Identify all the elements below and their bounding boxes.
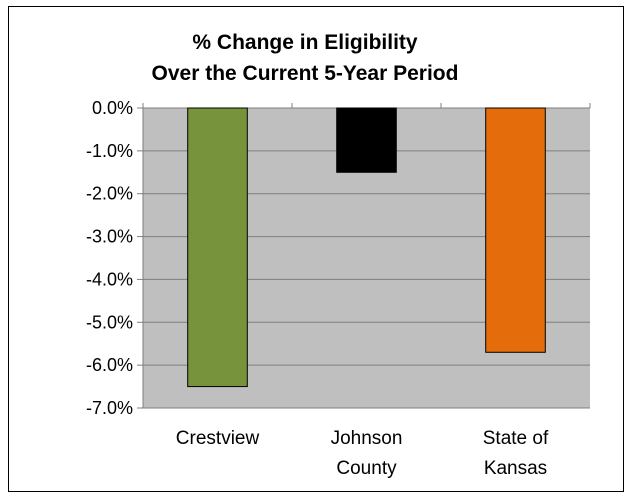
- bar: [187, 107, 248, 388]
- x-axis-category-labels: Crestview Johnson County State of Kansas: [176, 428, 549, 479]
- y-tick-label: -5.0%: [86, 312, 133, 332]
- chart-title-line-1: % Change in Eligibility: [192, 31, 418, 54]
- bar-chart: % Change in Eligibility Over the Current…: [86, 31, 591, 479]
- bar: [485, 107, 546, 353]
- bars: [187, 107, 546, 388]
- y-axis-tick-labels: 0.0% -1.0% -2.0% -3.0% -4.0% -5.0% -6.0% -7.0%: [86, 98, 133, 418]
- chart-frame: % Change in Eligibility Over the Current…: [8, 6, 624, 492]
- y-tick-label: -6.0%: [86, 355, 133, 375]
- x-category-label: Crestview: [176, 428, 260, 449]
- chart-title-line-2: Over the Current 5-Year Period: [152, 62, 459, 85]
- x-category-label: State of: [483, 428, 549, 449]
- y-tick-label: -2.0%: [86, 184, 133, 204]
- y-tick-label: 0.0%: [92, 98, 133, 118]
- y-tick-label: -1.0%: [86, 141, 133, 161]
- y-tick-label: -3.0%: [86, 227, 133, 247]
- y-tick-label: -4.0%: [86, 269, 133, 289]
- x-category-label: Johnson: [331, 428, 403, 449]
- x-category-label: County: [336, 458, 397, 479]
- y-tick-label: -7.0%: [86, 398, 133, 418]
- x-category-label: Kansas: [484, 458, 547, 479]
- axes: [137, 103, 591, 409]
- bar: [336, 107, 397, 173]
